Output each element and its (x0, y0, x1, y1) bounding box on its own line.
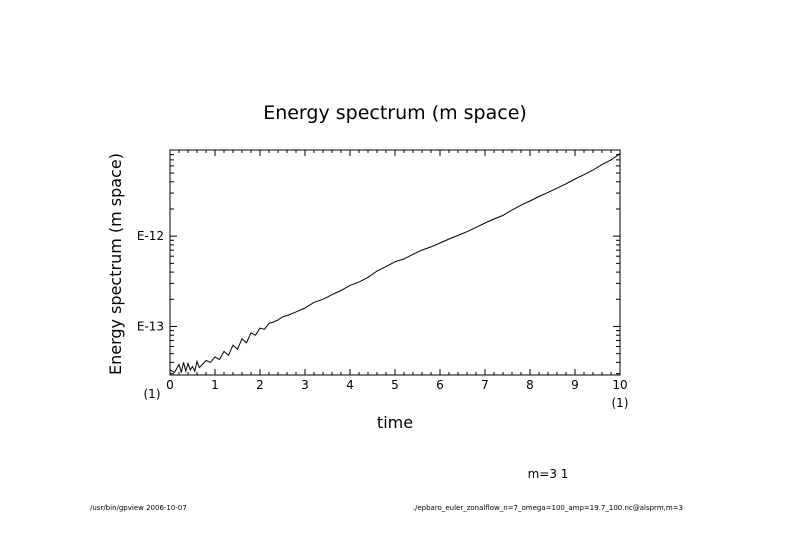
x-tick-label: 1 (211, 378, 219, 392)
x-tick-label: 4 (346, 378, 354, 392)
x-tick-label: 5 (391, 378, 399, 392)
y-tick-label: E-13 (137, 319, 164, 333)
y-axis-label: Energy spectrum (m space) (106, 153, 125, 375)
x-tick-label: 3 (301, 378, 309, 392)
y-tick-label: E-12 (137, 229, 164, 243)
x-multiplier-right: (1) (612, 396, 629, 410)
y-axis: E-13 E-12 (137, 154, 620, 375)
annotation-m: m=3 1 (528, 467, 569, 481)
chart-title: Energy spectrum (m space) (263, 102, 527, 124)
x-tick-label: 9 (571, 378, 579, 392)
x-tick-label: 0 (166, 378, 174, 392)
x-tick-label: 6 (436, 378, 444, 392)
x-axis: 0 1 2 3 4 5 6 7 8 9 10 (166, 150, 628, 392)
series-line (169, 153, 621, 374)
footer-right: ./epbaro_euler_zonalflow_n=7_omega=100_a… (413, 504, 683, 512)
footer-left: /usr/bin/gpview 2006-10-07 (90, 504, 187, 512)
x-axis-label: time (377, 413, 413, 432)
x-tick-label: 8 (526, 378, 534, 392)
x-tick-label: 10 (612, 378, 627, 392)
x-tick-label: 7 (481, 378, 489, 392)
x-tick-label: 2 (256, 378, 264, 392)
x-multiplier-left: (1) (144, 387, 161, 401)
plot-frame (169, 149, 621, 376)
